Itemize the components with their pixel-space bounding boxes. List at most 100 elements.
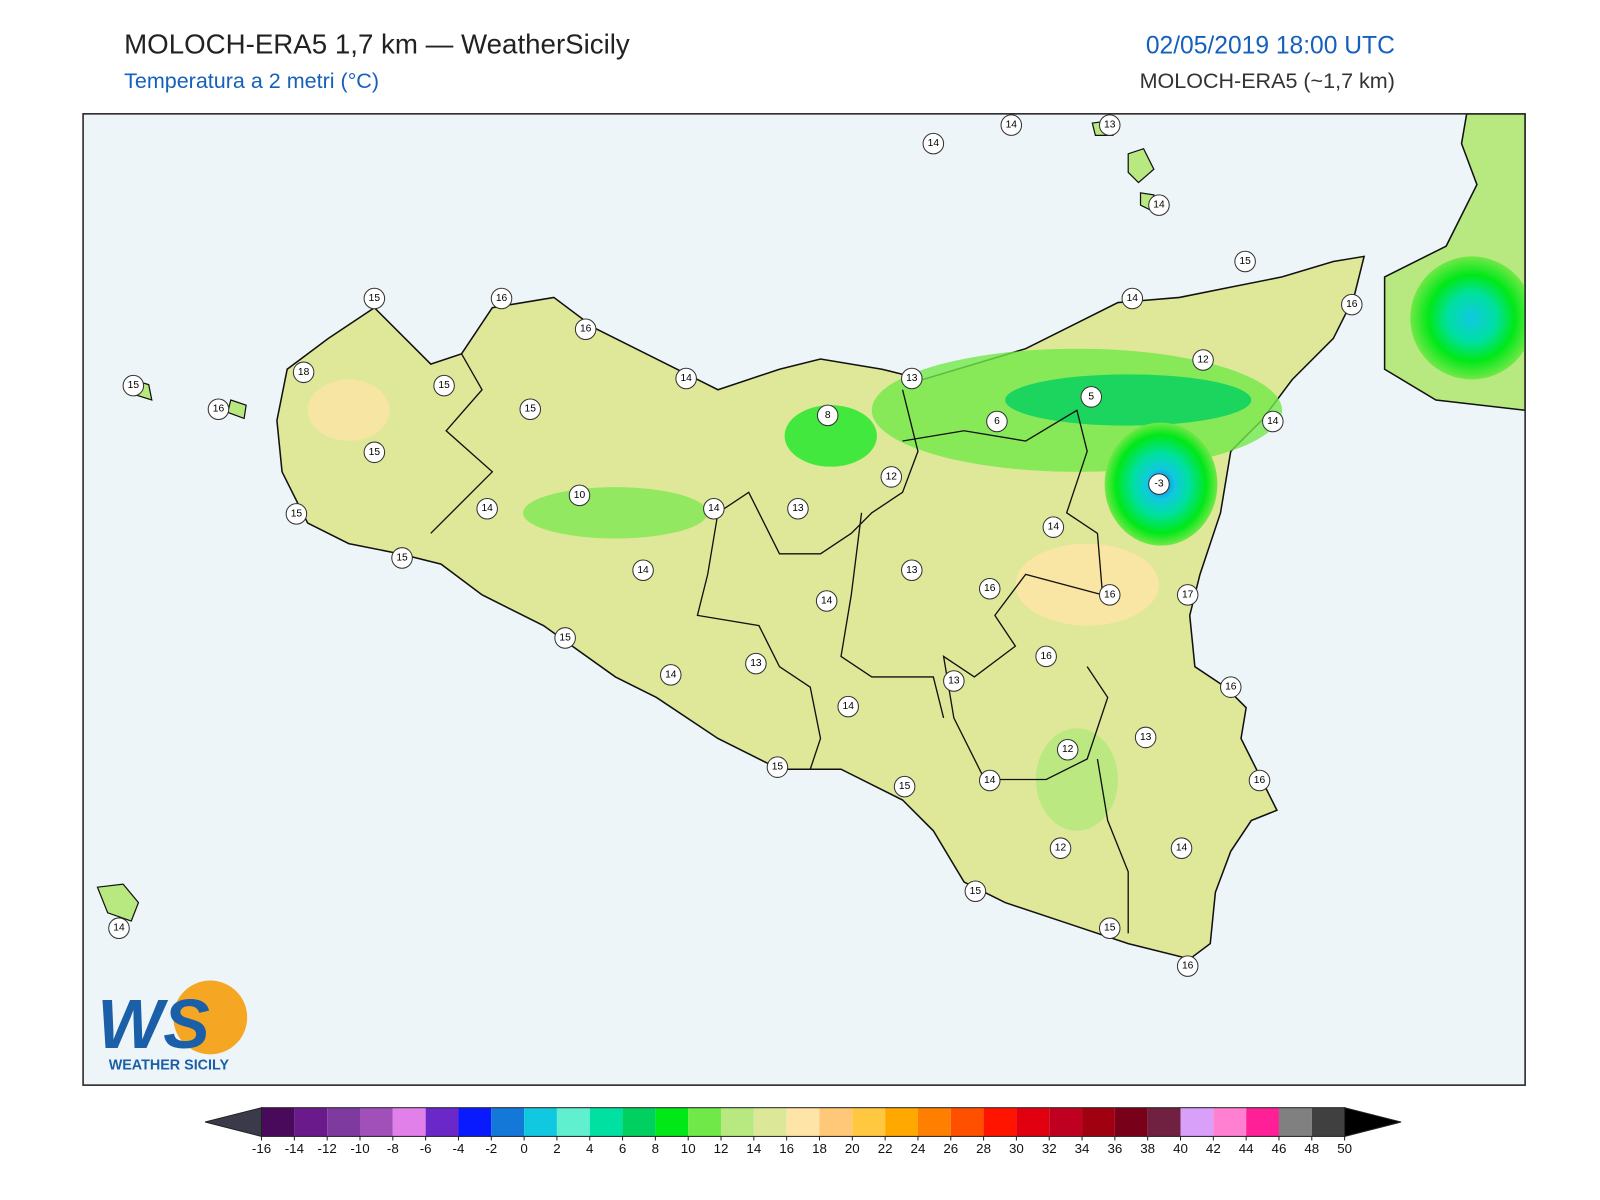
province-borders — [430, 353, 1129, 934]
station-value: 14 — [1127, 293, 1139, 304]
colorbar-tick-label: 28 — [976, 1141, 991, 1156]
colorbar-swatch — [1147, 1107, 1181, 1137]
station-value: -3 — [1154, 479, 1163, 490]
station-marker — [490, 287, 513, 310]
logo: WS WEATHER SICILY — [97, 980, 248, 1074]
station-value: 18 — [298, 367, 310, 378]
map-frame — [82, 113, 1526, 1086]
station-marker — [1098, 917, 1121, 939]
colorbar-swatch — [360, 1107, 393, 1137]
station-marker — [745, 652, 767, 675]
station-value: 15 — [772, 762, 784, 773]
station-value: 16 — [1254, 775, 1266, 786]
colorbar-tick-label: -12 — [318, 1141, 337, 1156]
station-value: 13 — [792, 503, 804, 514]
colorbar-swatch — [1016, 1107, 1050, 1137]
temperature-zone — [1015, 543, 1159, 626]
station-marker — [1170, 837, 1193, 859]
station-marker — [675, 367, 697, 390]
station-value: 14 — [1048, 522, 1060, 533]
station-marker — [1192, 349, 1214, 371]
station-value: 10 — [574, 490, 586, 501]
colorbar-tick-label: -16 — [252, 1141, 271, 1156]
temperature-zone — [784, 405, 877, 467]
colorbar-swatch — [819, 1107, 853, 1137]
colorbar-swatch — [1213, 1107, 1247, 1137]
colorbar-swatch — [524, 1107, 557, 1137]
colorbar-outline — [261, 1107, 1346, 1137]
colorbar-swatch — [556, 1107, 590, 1137]
station-marker — [391, 547, 413, 569]
station-value: 14 — [843, 701, 855, 712]
colorbar-tick-label: 18 — [812, 1141, 827, 1156]
station-value: 15 — [1239, 256, 1251, 267]
station-marker — [815, 590, 838, 612]
station-marker — [964, 880, 987, 903]
station-value: 15 — [369, 293, 381, 304]
colorbar-swatch — [589, 1107, 623, 1137]
station-marker — [519, 398, 542, 420]
station-value: 15 — [899, 781, 911, 792]
station-marker — [632, 559, 654, 582]
station-marker — [1098, 584, 1121, 606]
station-value: 12 — [1055, 843, 1067, 854]
colorbar-swatch — [1049, 1107, 1083, 1137]
temperature-zone — [1005, 374, 1252, 426]
station-value: 6 — [994, 416, 1000, 427]
station-value: 14 — [481, 503, 493, 514]
colorbar-tick-label: 38 — [1140, 1141, 1155, 1156]
colorbar-tick-label: 26 — [943, 1141, 958, 1156]
station-value: 17 — [1182, 589, 1194, 600]
station-marker — [880, 466, 903, 488]
station-value: 16 — [1104, 589, 1116, 600]
colorbar-swatch — [950, 1107, 984, 1137]
station-value: 15 — [970, 886, 982, 897]
model-label: MOLOCH-ERA5 (~1,7 km) — [1140, 69, 1395, 93]
station-marker — [122, 374, 145, 397]
station-marker — [1049, 837, 1072, 859]
colorbar-tick-label: 42 — [1206, 1141, 1221, 1156]
colorbar-tick-label: 6 — [619, 1141, 626, 1156]
station-marker — [285, 503, 308, 525]
station-marker — [363, 287, 386, 310]
map-area — [83, 113, 1526, 1086]
colorbar-tick-label: 50 — [1337, 1141, 1352, 1156]
colorbar-swatch — [392, 1107, 426, 1137]
colorbar-swatch — [1311, 1107, 1345, 1137]
station-marker — [568, 484, 591, 507]
station-marker — [893, 775, 916, 798]
colorbar-swatch — [655, 1107, 689, 1137]
colorbar-swatch — [294, 1107, 328, 1137]
colorbar-swatch — [261, 1107, 295, 1137]
colorbar-tick-label: 22 — [878, 1141, 893, 1156]
station-marker — [922, 132, 945, 155]
station-marker — [1176, 584, 1199, 606]
station-marker — [766, 756, 789, 778]
colorbar-tick-label: 20 — [845, 1141, 860, 1156]
station-value: 14 — [1153, 200, 1165, 211]
station-value: 14 — [1176, 843, 1188, 854]
station-value: 15 — [1104, 923, 1116, 934]
colorbar-tick-label: 34 — [1075, 1141, 1090, 1156]
station-marker — [554, 627, 576, 649]
station-marker — [943, 670, 965, 692]
station-marker — [1080, 386, 1103, 408]
colorbar-tick-label: 30 — [1009, 1141, 1024, 1156]
colorbar-tick-label: 14 — [746, 1141, 761, 1156]
station-marker — [433, 374, 455, 397]
colorbar-swatch — [1246, 1107, 1279, 1137]
station-marker — [787, 497, 809, 520]
colorbar-tick-label: 32 — [1042, 1141, 1057, 1156]
station-value: 14 — [665, 669, 677, 680]
colorbar-tick-label: 10 — [681, 1141, 696, 1156]
colorbar-tick-label: 0 — [520, 1141, 527, 1156]
station-marker — [1148, 194, 1170, 216]
station-marker — [978, 769, 1001, 792]
colorbar-swatch — [983, 1107, 1017, 1137]
colorbar-tick-label: -2 — [485, 1141, 497, 1156]
colorbar-tick-label: 44 — [1239, 1141, 1254, 1156]
colorbar-swatch — [753, 1107, 787, 1137]
station-value: 15 — [369, 447, 381, 458]
logo-sun — [173, 980, 248, 1055]
